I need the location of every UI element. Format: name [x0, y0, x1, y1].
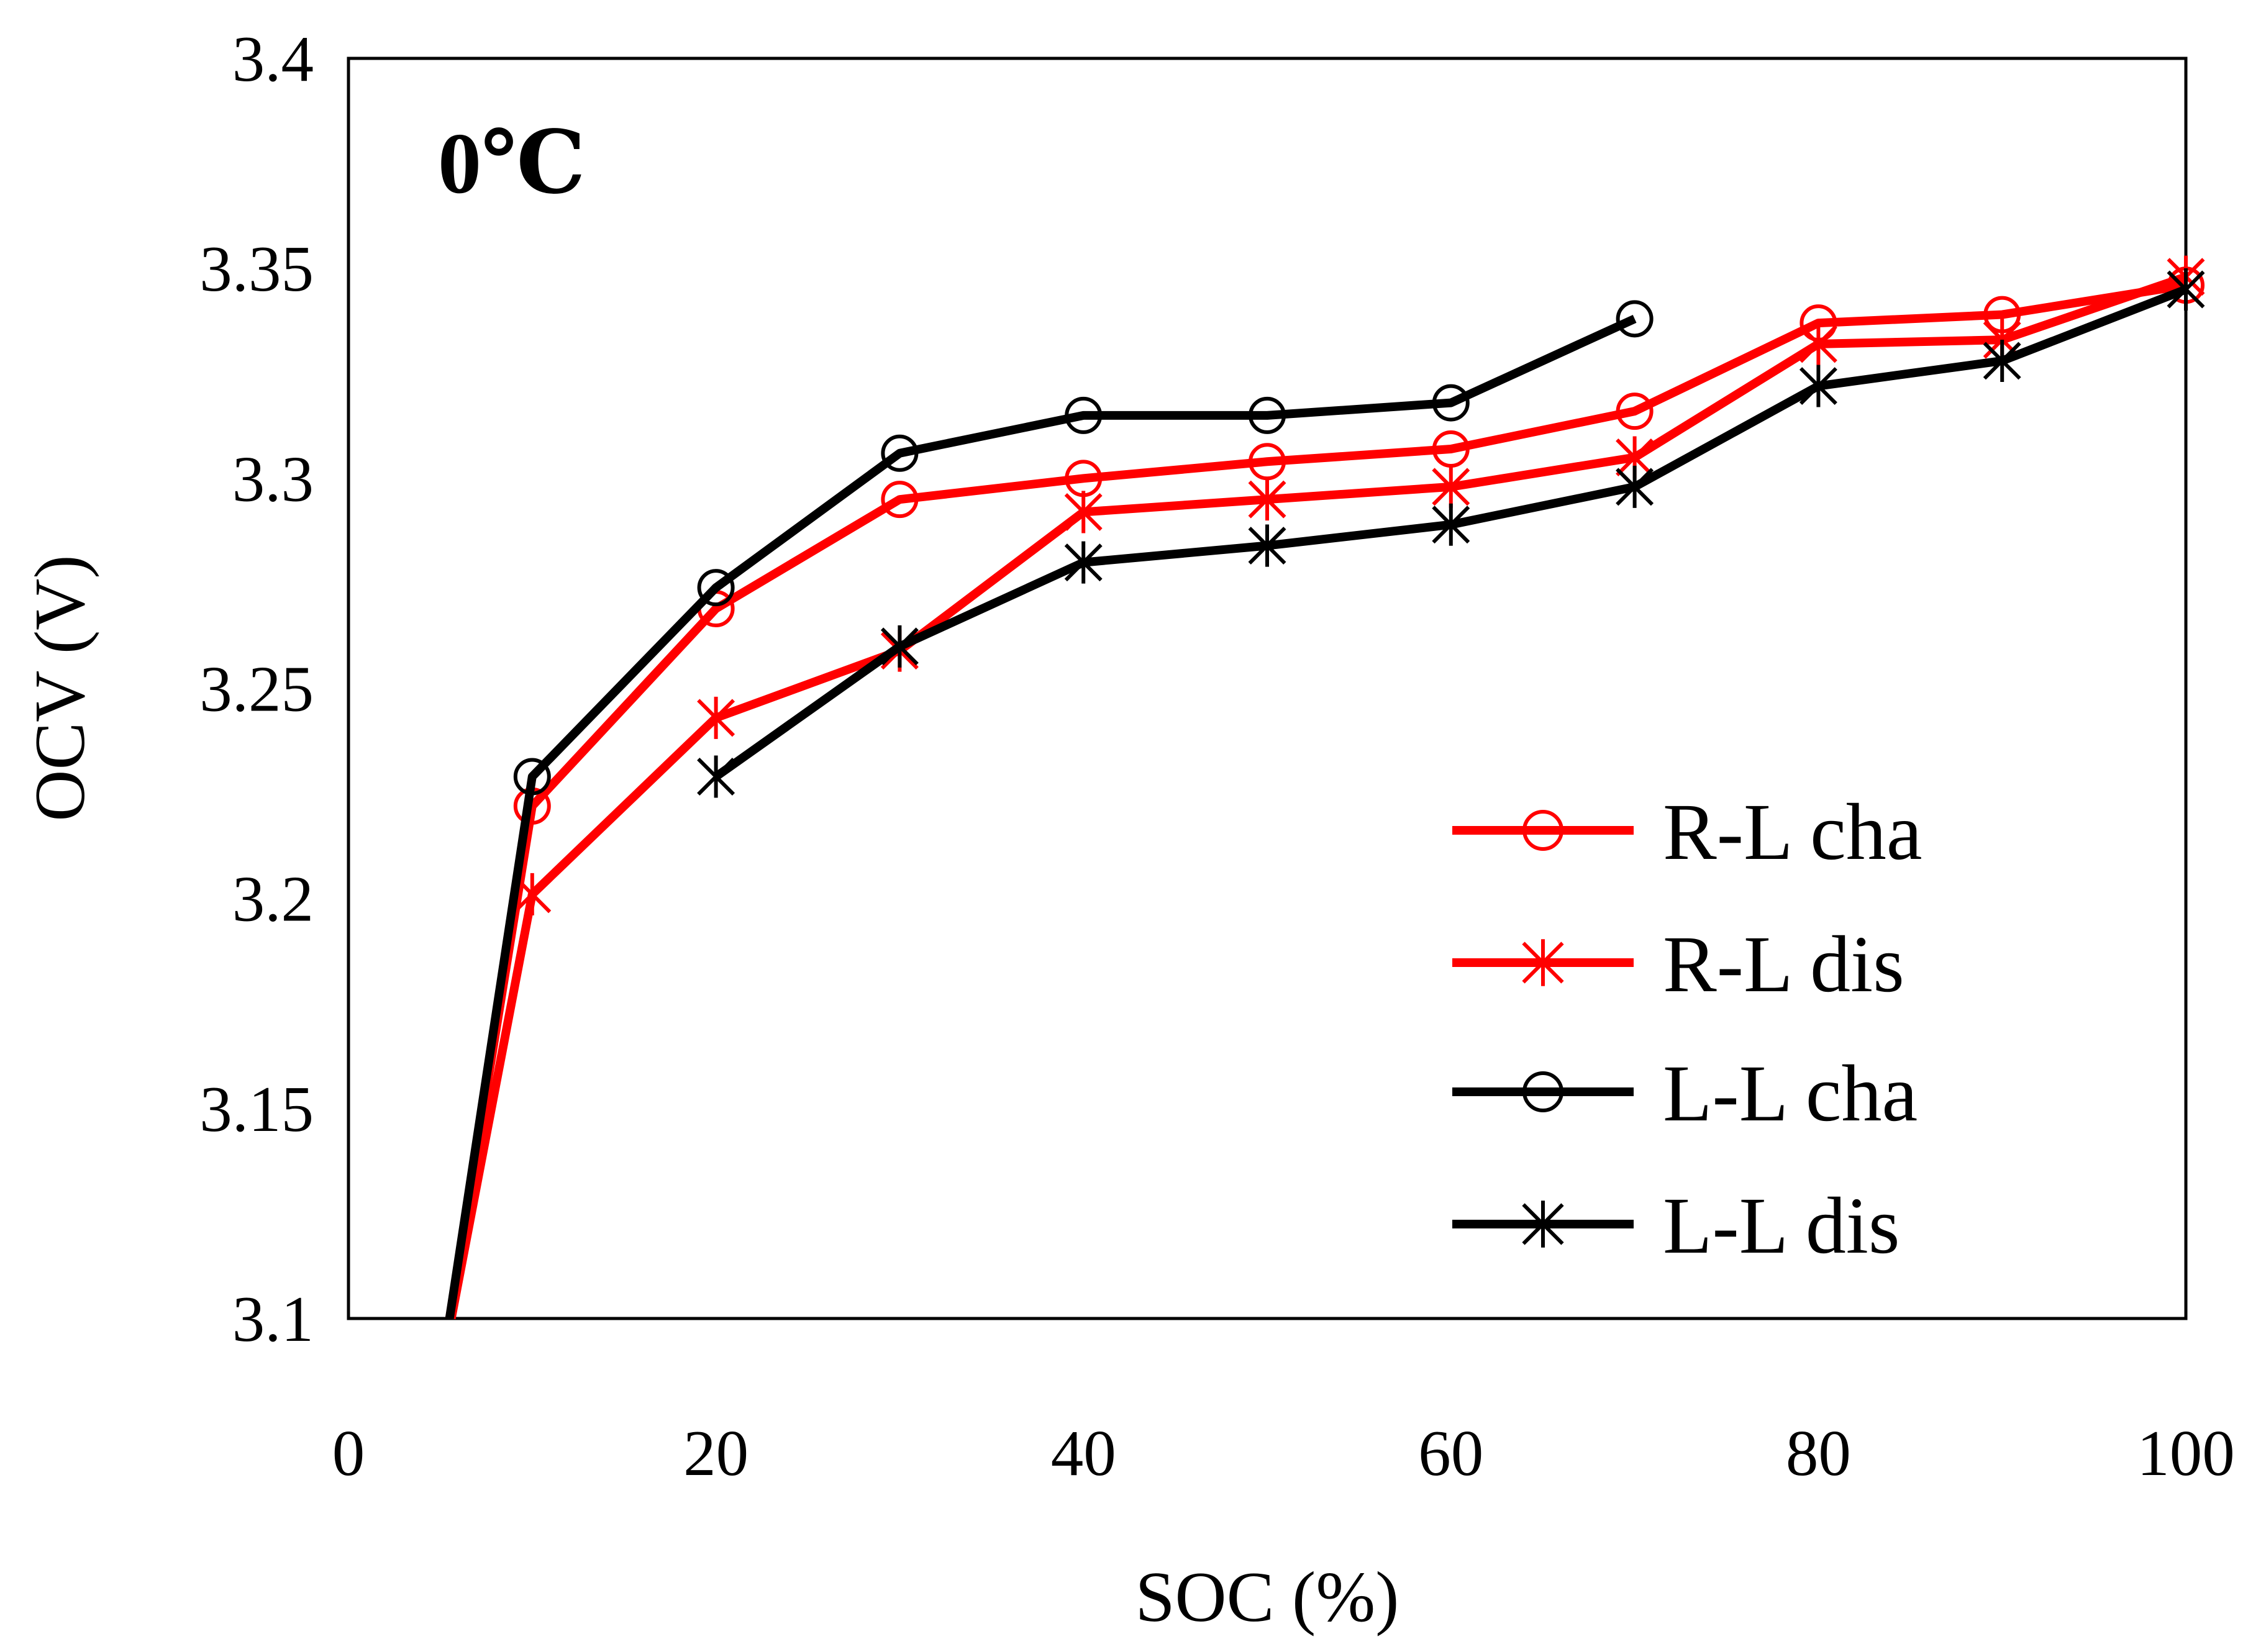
circle-marker — [1616, 300, 1654, 338]
asterisk-marker — [2167, 268, 2205, 311]
x-tick-label: 100 — [2137, 1417, 2235, 1489]
y-tick-label: 3.35 — [199, 232, 314, 305]
asterisk-marker — [697, 755, 735, 798]
asterisk-marker — [1799, 365, 1837, 407]
asterisk-marker — [880, 625, 919, 668]
legend-label: L-L dis — [1663, 1181, 1900, 1271]
asterisk-marker — [1522, 1200, 1564, 1248]
asterisk-marker — [1432, 465, 1470, 508]
y-tick-label: 3.3 — [232, 442, 314, 515]
asterisk-marker — [513, 873, 552, 915]
y-tick-label: 3.15 — [199, 1073, 314, 1145]
asterisk-marker — [1432, 503, 1470, 546]
asterisk-marker — [697, 696, 735, 739]
circle-marker — [513, 758, 551, 796]
legend-label: R-L dis — [1663, 920, 1904, 1009]
x-tick-label: 80 — [1786, 1417, 1851, 1489]
legend-label: L-L cha — [1663, 1049, 1918, 1138]
circle-marker — [1522, 810, 1563, 851]
circle-marker — [1522, 1071, 1563, 1112]
asterisk-marker — [1522, 939, 1564, 986]
legend-label: R-L cha — [1663, 787, 1922, 877]
legend-item: R-L dis — [1452, 920, 1904, 1009]
series-r-l-cha — [445, 266, 2205, 1320]
circle-marker — [1065, 396, 1103, 434]
x-tick-label: 0 — [332, 1417, 365, 1489]
x-tick-label: 60 — [1418, 1417, 1483, 1489]
series-line — [445, 314, 1637, 1320]
circle-marker — [881, 434, 919, 472]
legend-item: L-L cha — [1452, 1049, 1918, 1138]
x-tick-label: 40 — [1051, 1417, 1116, 1489]
x-axis-title: SOC (%) — [1135, 1558, 1399, 1636]
circle-marker — [697, 569, 735, 607]
asterisk-marker — [1064, 541, 1103, 584]
circle-marker — [1616, 393, 1654, 430]
y-tick-label: 3.2 — [232, 863, 314, 935]
y-tick-label: 3.25 — [199, 653, 314, 725]
asterisk-marker — [1248, 478, 1286, 521]
y-tick-label: 3.1 — [232, 1282, 314, 1355]
circle-marker — [881, 481, 919, 519]
asterisk-marker — [1983, 339, 2021, 382]
circle-marker — [1432, 384, 1470, 422]
asterisk-marker — [1248, 524, 1286, 567]
asterisk-marker — [1064, 491, 1103, 533]
x-tick-label: 20 — [683, 1417, 749, 1489]
legend-item: L-L dis — [1452, 1181, 1900, 1271]
temperature-annotation: 0℃ — [438, 116, 586, 212]
y-tick-label: 3.4 — [232, 22, 314, 95]
plot-frame — [347, 57, 2188, 1320]
series-l-l-cha — [445, 300, 1654, 1320]
y-axis-title: OCV (V) — [20, 555, 99, 821]
legend-item: R-L cha — [1452, 787, 1922, 877]
series-line — [445, 281, 2187, 1320]
asterisk-marker — [1616, 465, 1654, 508]
series-l-l-dis — [697, 268, 2205, 798]
series-line — [447, 273, 2188, 1320]
asterisk-marker — [1799, 322, 1837, 365]
circle-marker — [1249, 396, 1286, 434]
